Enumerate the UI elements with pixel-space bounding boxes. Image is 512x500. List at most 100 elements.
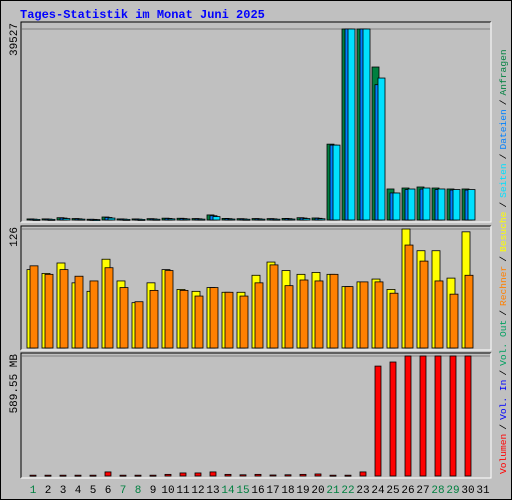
x-tick-label: 13: [206, 485, 219, 497]
panel-bevel-dark: [20, 352, 491, 478]
bar: [389, 361, 397, 477]
bar: [314, 473, 322, 477]
bar: [29, 265, 39, 349]
x-tick-label: 29: [446, 485, 459, 497]
bar: [464, 274, 474, 349]
bar: [62, 218, 71, 221]
x-tick-label: 2: [45, 485, 52, 497]
x-tick-label: 28: [431, 485, 444, 497]
bar: [239, 474, 247, 477]
x-tick-label: 8: [135, 485, 142, 497]
bar: [44, 474, 52, 477]
bar: [374, 365, 382, 477]
bar: [302, 218, 311, 221]
bar: [32, 219, 41, 221]
y-tick-label: 39527: [9, 23, 21, 56]
x-tick-label: 11: [176, 485, 190, 497]
legend-entry: Besuche: [498, 211, 509, 252]
bar: [272, 218, 281, 221]
x-tick-label: 19: [296, 485, 309, 497]
bar: [89, 474, 97, 477]
bar: [374, 281, 384, 349]
bar: [164, 473, 172, 477]
bar: [347, 28, 356, 221]
x-tick-label: 4: [75, 485, 82, 497]
bar: [467, 189, 476, 221]
bar: [164, 270, 174, 349]
bar: [227, 218, 236, 221]
x-tick-label: 7: [120, 485, 127, 497]
bar: [254, 473, 262, 477]
x-tick-label: 16: [251, 485, 264, 497]
bar: [119, 287, 129, 349]
legend-entry: Seiten: [498, 163, 509, 198]
x-tick-label: 21: [326, 485, 340, 497]
bar: [29, 474, 37, 477]
bar: [419, 260, 429, 349]
bar: [332, 144, 341, 221]
bar: [449, 293, 459, 349]
bar: [134, 301, 144, 349]
bar: [224, 291, 234, 349]
x-tick-label: 15: [236, 485, 249, 497]
bar: [122, 218, 131, 221]
legend-entry: Rechner: [498, 266, 509, 306]
bar: [59, 474, 67, 477]
x-tick-label: 18: [281, 485, 294, 497]
legend-entry: Dateien: [498, 109, 509, 149]
panel-bevel-light: [21, 226, 492, 351]
bar: [452, 189, 461, 221]
bar: [287, 218, 296, 221]
bar: [344, 474, 352, 477]
bar: [197, 218, 206, 221]
bar: [314, 280, 324, 349]
bar: [182, 218, 191, 221]
bar: [329, 273, 339, 349]
bar: [404, 244, 414, 349]
bar: [284, 474, 292, 477]
bar: [74, 275, 84, 349]
bar: [209, 471, 217, 477]
x-tick-label: 1: [30, 485, 37, 497]
bar: [377, 77, 386, 221]
bar: [137, 219, 146, 221]
bar: [329, 474, 337, 477]
bar: [212, 216, 221, 221]
bar: [317, 218, 326, 221]
x-tick-label: 5: [90, 485, 97, 497]
bar: [449, 355, 457, 477]
x-tick-label: 6: [105, 485, 112, 497]
bar: [152, 218, 161, 221]
bar: [284, 285, 294, 349]
bar: [269, 474, 277, 477]
bar: [299, 279, 309, 349]
bar: [434, 280, 444, 349]
bar: [407, 188, 416, 221]
bar: [254, 282, 264, 349]
panel-bevel-dark: [20, 225, 491, 350]
legend-separator: /: [498, 424, 509, 430]
bar: [392, 192, 401, 221]
x-tick-label: 10: [161, 485, 174, 497]
y-tick-label: 126: [9, 227, 21, 247]
chart-title: Tages-Statistik im Monat Juni 2025: [20, 8, 265, 22]
bar: [77, 218, 86, 221]
bar: [404, 355, 412, 477]
x-tick-label: 26: [401, 485, 414, 497]
legend-separator: /: [498, 256, 509, 262]
bar: [359, 281, 369, 349]
x-tick-label: 23: [356, 485, 369, 497]
bar: [107, 217, 116, 221]
legend-separator: /: [498, 99, 509, 105]
bar: [104, 267, 114, 349]
bar: [74, 474, 82, 477]
bar: [92, 219, 101, 221]
x-tick-label: 31: [476, 485, 490, 497]
bar: [419, 355, 427, 477]
bar: [359, 471, 367, 477]
bar: [149, 289, 159, 349]
bar: [362, 28, 371, 221]
legend-entry: Anfragen: [498, 49, 509, 95]
bar: [299, 473, 307, 477]
panel-bevel-dark: [20, 21, 491, 222]
